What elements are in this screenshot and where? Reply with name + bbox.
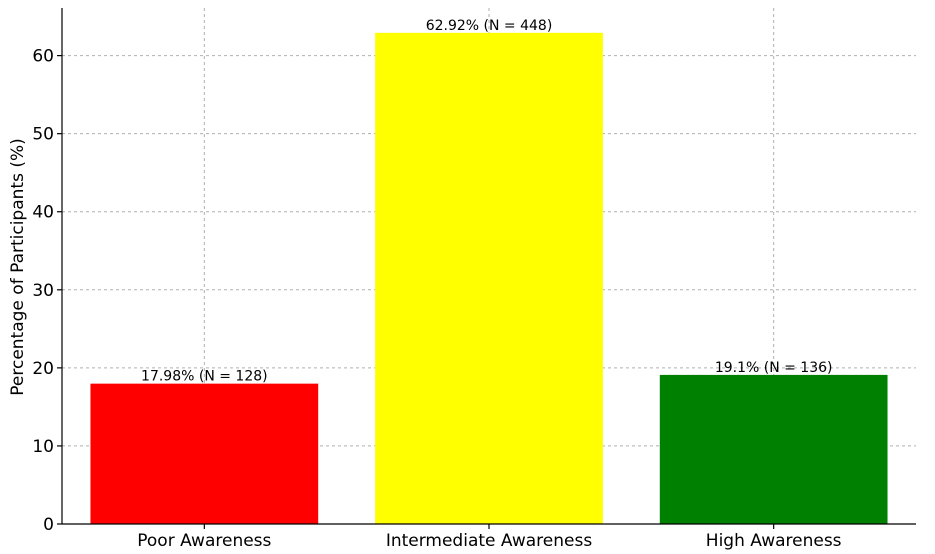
axis-layer bbox=[57, 8, 916, 529]
x-category-label: Poor Awareness bbox=[137, 531, 271, 551]
x-category-label: Intermediate Awareness bbox=[386, 531, 593, 551]
y-tick-label: 10 bbox=[32, 437, 54, 457]
label-layer: 0 10 20 30 40 50 60 17.98% (N = 128) Poor Awaren… bbox=[32, 18, 841, 551]
bar-layer bbox=[90, 32, 888, 524]
y-tick-label: 20 bbox=[32, 359, 54, 379]
y-tick-label: 30 bbox=[32, 281, 54, 301]
y-tick-label: 50 bbox=[32, 125, 54, 145]
bar-data-label: 17.98% (N = 128) bbox=[141, 369, 268, 385]
y-tick-label: 0 bbox=[43, 515, 54, 535]
x-category-label: High Awareness bbox=[706, 531, 842, 551]
bar bbox=[90, 383, 319, 524]
bar-data-label: 19.1% (N = 136) bbox=[715, 360, 833, 376]
bar-data-label: 62.92% (N = 448) bbox=[426, 18, 553, 34]
y-tick-label: 40 bbox=[32, 203, 54, 223]
bar bbox=[659, 374, 888, 524]
bar bbox=[375, 32, 603, 524]
y-axis-title: Percentage of Participants (%) bbox=[8, 138, 28, 396]
y-tick-label: 60 bbox=[32, 47, 54, 67]
